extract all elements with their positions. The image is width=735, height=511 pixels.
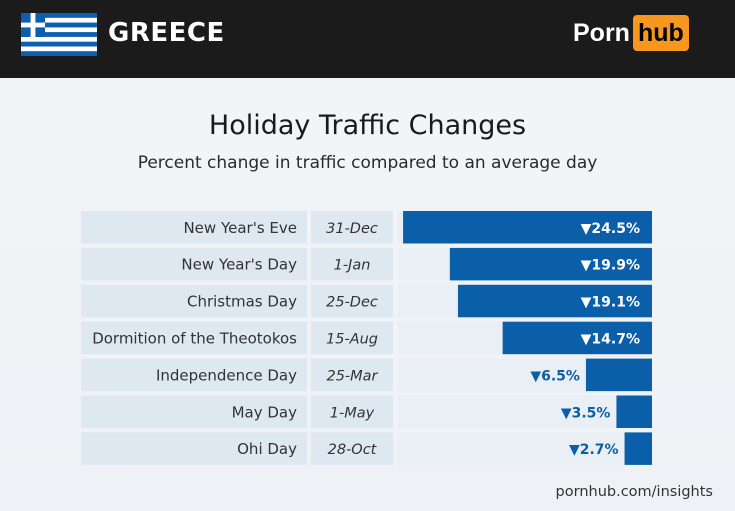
date-label: 1-Jan [334, 258, 371, 274]
bar [616, 395, 652, 428]
category-label: Ohi Day [237, 440, 297, 458]
category-label: Dormition of the Theotokos [92, 329, 297, 347]
row-date-cell [311, 211, 393, 244]
row-date-cell [311, 321, 393, 355]
date-label: 25-Dec [326, 295, 378, 311]
date-label: 15-Aug [326, 331, 378, 347]
data-label: ▼2.7% [569, 442, 619, 458]
date-label: 25-Mar [326, 368, 378, 384]
bar [585, 358, 652, 392]
row-date-cell [311, 358, 393, 392]
bar [403, 211, 652, 244]
chart-title: Holiday Traffic Changes [208, 110, 527, 141]
data-label: ▼6.5% [530, 368, 580, 384]
row-label-cell [81, 321, 307, 355]
data-label: ▼14.7% [581, 331, 640, 347]
category-label: Christmas Day [187, 293, 297, 311]
row-label-cell [81, 432, 307, 465]
data-label: ▼19.9% [581, 258, 640, 274]
row-plot-cell [398, 432, 652, 465]
bar [624, 432, 652, 465]
bar [502, 321, 652, 355]
category-label: New Year's Day [181, 256, 297, 274]
chart-subtitle: Percent change in traffic compared to an… [137, 153, 598, 173]
row-label-cell [81, 395, 307, 428]
logo-text-right: hub [632, 15, 689, 51]
row-date-cell [311, 284, 393, 318]
header-bar: GREECE Porn hub [0, 0, 735, 78]
date-label: 1-May [330, 405, 375, 421]
category-label: Independence Day [156, 366, 297, 384]
row-date-cell [311, 395, 393, 428]
source-link[interactable]: pornhub.com/insights [555, 484, 713, 500]
row-plot-cell [398, 395, 652, 428]
data-label: ▼24.5% [581, 221, 640, 237]
category-label: May Day [232, 403, 298, 421]
row-label-cell [81, 358, 307, 392]
greece-flag-icon [21, 13, 97, 56]
row-date-cell [311, 432, 393, 465]
country-name: GREECE [108, 18, 225, 48]
category-label: New Year's Eve [183, 219, 297, 237]
row-label-cell [81, 284, 307, 318]
date-label: 31-Dec [326, 221, 378, 237]
date-label: 28-Oct [328, 442, 378, 458]
bar [449, 247, 652, 281]
row-label-cell [81, 211, 307, 244]
row-label-cell [81, 247, 307, 281]
logo-text-left: Porn [573, 18, 630, 47]
data-label: ▼19.1% [581, 295, 640, 311]
brand-logo: Porn hub [573, 13, 689, 53]
data-label: ▼3.5% [561, 405, 611, 421]
bar [457, 284, 652, 318]
row-date-cell [311, 247, 393, 281]
